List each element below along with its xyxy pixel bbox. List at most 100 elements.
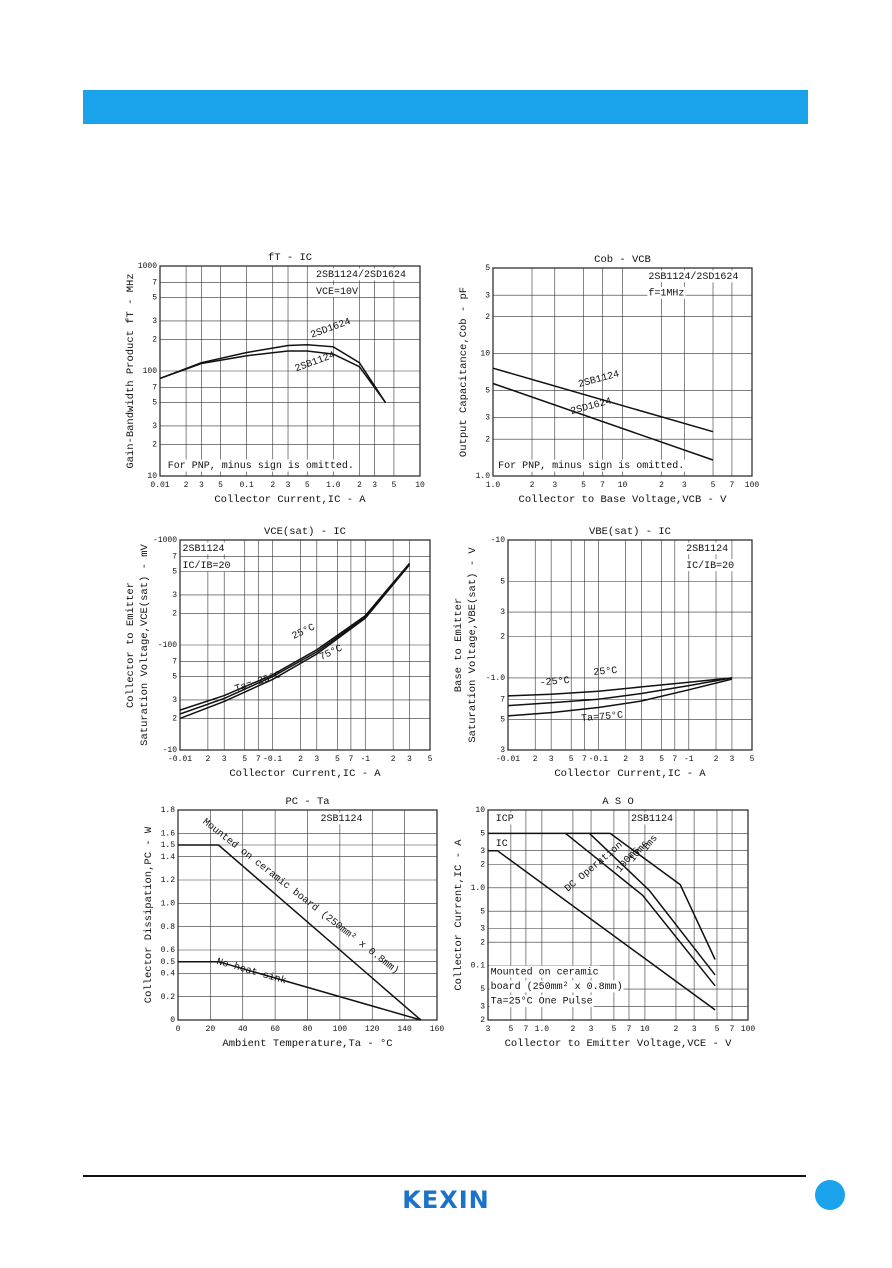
annotation: 2SB1124	[631, 814, 673, 825]
annotation: 2SB1124/2SD1624	[648, 271, 738, 283]
annotation: IC/IB=20	[183, 560, 231, 572]
x-axis-label: Collector to Base Voltage,VCB - V	[519, 494, 728, 506]
annotation: IC/IB=20	[686, 560, 734, 572]
x-tick-label: 20	[206, 1025, 216, 1034]
x-tick-label: 1.0	[535, 1025, 550, 1034]
x-tick-label: 7	[582, 755, 587, 764]
x-tick-label: 5	[581, 481, 586, 490]
series-line	[488, 832, 716, 960]
annotation-bg	[497, 459, 686, 472]
y-tick-label: 3	[485, 291, 490, 300]
logo: KEXIN	[402, 1186, 490, 1214]
x-tick-label: -0.1	[589, 755, 608, 764]
x-tick-label: -0.1	[263, 755, 282, 764]
series-label: 25°C	[593, 665, 618, 679]
y-tick-label: 10	[480, 350, 490, 359]
x-tick-label: 5	[428, 755, 433, 764]
y-tick-label: 5	[500, 578, 505, 587]
x-tick-label: 5	[659, 755, 664, 764]
series-line	[159, 350, 387, 404]
annotation-bg	[494, 837, 509, 850]
y-tick-label: 5	[480, 830, 485, 839]
y-tick-label: 2	[485, 313, 490, 322]
y-tick-label: 5	[152, 294, 157, 303]
x-tick-label: 3	[639, 755, 644, 764]
annotation-bg	[489, 980, 624, 993]
x-tick-label: 120	[365, 1025, 380, 1034]
annotation-bg	[315, 285, 360, 298]
x-tick-label: 0	[176, 1025, 181, 1034]
annotation: 2SB1124	[320, 814, 362, 825]
y-tick-label: 5	[152, 399, 157, 408]
x-tick-label: 5	[750, 755, 755, 764]
annotation: VCE=10V	[316, 287, 358, 298]
x-tick-label: 7	[672, 755, 677, 764]
x-tick-label: 3	[552, 481, 557, 490]
x-tick-label: 80	[303, 1025, 313, 1034]
x-tick-label: 40	[238, 1025, 248, 1034]
annotation: 2SB1124	[183, 544, 225, 555]
x-tick-label: 7	[730, 481, 735, 490]
x-tick-label: 3	[199, 481, 204, 490]
x-tick-label: 2	[184, 481, 189, 490]
x-tick-label: 5	[305, 481, 310, 490]
x-tick-label: 3	[372, 481, 377, 490]
series-label: -25°C	[539, 675, 570, 690]
series-line	[507, 677, 733, 707]
y-tick-label: 0.4	[161, 969, 176, 978]
y-tick-label: 3	[480, 1002, 485, 1011]
x-tick-label: 7	[524, 1025, 529, 1034]
y-tick-label: 100	[143, 367, 158, 376]
y-tick-label: 2	[485, 435, 490, 444]
series-label: 2SB1124	[294, 350, 337, 375]
annotation-bg	[494, 812, 515, 825]
annotation-bg	[315, 268, 408, 281]
series-line	[507, 677, 732, 697]
series-line	[492, 382, 714, 461]
y-tick-label: 5	[500, 716, 505, 725]
annotation-bg	[181, 559, 232, 572]
y-tick-label: 7	[500, 695, 505, 704]
x-axis-label: Collector Current,IC - A	[214, 494, 366, 506]
y-tick-label: 2	[152, 336, 157, 345]
series-label: 2SD1624	[309, 317, 352, 342]
y-tick-label: 2	[152, 441, 157, 450]
chart: -0.01 2 3 5 7 -0.1 2 3 5 7 -1 2 3 5357-1.0235-10VBE(s…	[453, 526, 755, 780]
annotation: board (250mm² x 0.8mm)	[491, 981, 623, 993]
x-tick-label: 2	[298, 755, 303, 764]
annotation-bg	[647, 286, 686, 299]
x-tick-label: 5	[242, 755, 247, 764]
x-tick-label: 1.0	[486, 481, 501, 490]
x-axis-label: Ambient Temperature,Ta - °C	[222, 1038, 392, 1050]
y-axis-label: Base to Emitter	[453, 598, 465, 693]
x-tick-label: 3	[589, 1025, 594, 1034]
x-tick-label: 1.0	[326, 481, 341, 490]
series-line	[178, 844, 422, 1021]
series-line	[178, 960, 422, 1021]
y-axis-label: Gain-Bandwidth Product fT - MHz	[125, 273, 137, 468]
x-axis-label: Collector Current,IC - A	[229, 768, 381, 780]
annotation: For PNP, minus sign is omitted.	[498, 460, 684, 472]
series-label: 2SB1124	[577, 369, 620, 390]
chart-title: VBE(sat) - IC	[589, 526, 671, 538]
series-line	[492, 367, 714, 433]
series-line	[565, 832, 716, 987]
x-tick-label: 0.1	[239, 481, 254, 490]
y-tick-label: 5	[480, 907, 485, 916]
y-tick-label: 1.8	[161, 806, 176, 815]
x-tick-label: 100	[745, 481, 760, 490]
x-tick-label: 100	[333, 1025, 348, 1034]
y-tick-label: 3	[172, 696, 177, 705]
series-label: No heat sink	[215, 956, 288, 987]
y-tick-label: 7	[172, 657, 177, 666]
chart: -0.01 2 3 5 7 -0.1 2 3 5 7 -1 2 3 5-102357-1002357-10…	[125, 526, 433, 780]
x-tick-label: 7	[349, 755, 354, 764]
x-tick-label: 5	[711, 481, 716, 490]
y-tick-label: -100	[158, 641, 177, 650]
y-axis-label: Collector Dissipation,PC - W	[143, 826, 155, 1003]
y-tick-label: 3	[152, 422, 157, 431]
chart-title: fT - IC	[268, 252, 312, 264]
annotation: Mounted on ceramic	[491, 966, 599, 978]
y-axis-label: Collector Current,IC - A	[453, 839, 465, 991]
series-line	[159, 343, 387, 404]
